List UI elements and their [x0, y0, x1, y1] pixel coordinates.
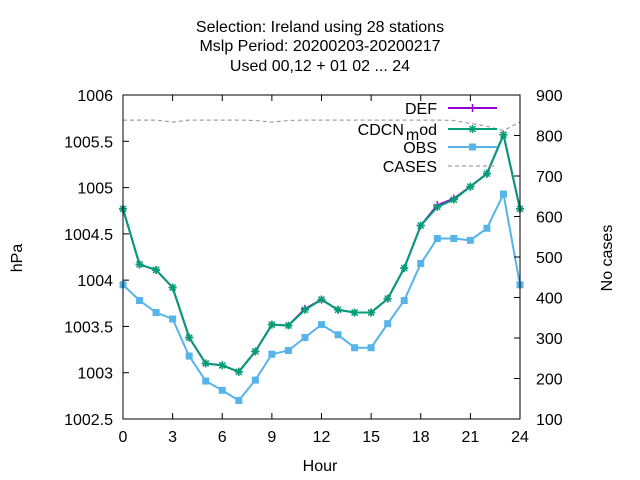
- y-tick-label: 1005.5: [64, 134, 113, 151]
- y-tick-label: 1006: [77, 88, 113, 105]
- legend-label-def: DEF: [405, 101, 437, 118]
- y2-tick-label: 800: [536, 129, 563, 146]
- legend-marker-cdcn-mod: [468, 125, 477, 133]
- data-point-obs: [251, 376, 259, 384]
- series-cdcn-mod: [119, 130, 524, 376]
- data-point-obs: [400, 297, 408, 305]
- y2-axis-label: No cases: [599, 225, 616, 292]
- x-tick-label: 18: [412, 429, 430, 446]
- data-point-obs: [235, 396, 243, 404]
- y2-tick-label: 900: [536, 88, 563, 105]
- series-line-def: [122, 131, 521, 373]
- data-point-obs: [284, 346, 292, 354]
- x-tick-label: 15: [362, 429, 380, 446]
- y-tick-label: 1005: [77, 181, 113, 198]
- y2-tick-label: 700: [536, 169, 563, 186]
- data-point-cdcn-mod: [152, 266, 160, 274]
- axes: 0 3 6 9 12 15 18 21 24 1006 1005.5 1005 1004.5 1004 10…: [64, 88, 563, 446]
- data-point-cdcn-mod: [218, 361, 226, 369]
- data-point-cdcn-mod: [384, 295, 392, 303]
- data-point-cdcn-mod: [499, 131, 507, 139]
- data-point-cdcn-mod: [417, 221, 425, 230]
- legend-label-obs: OBS: [403, 140, 437, 157]
- plot-border: [122, 94, 521, 420]
- data-point-obs: [136, 297, 144, 305]
- data-point-obs: [334, 331, 342, 339]
- data-point-cdcn-mod: [268, 321, 276, 329]
- data-point-obs: [169, 315, 177, 323]
- y2-tick-label: 300: [536, 331, 563, 348]
- title-line-2: Mslp Period: 20200203-20200217: [199, 38, 440, 55]
- data-point-obs: [433, 234, 441, 242]
- data-point-obs: [499, 190, 507, 198]
- y-axis-label: hPa: [9, 244, 26, 273]
- title-line-3: Used 00,12 + 01 02 ... 24: [230, 58, 410, 75]
- series-line-cdcn-mod: [122, 131, 521, 373]
- title-line-1: Selection: Ireland using 28 stations: [196, 19, 444, 36]
- chart-title: Selection: Ireland using 28 stations Msl…: [196, 19, 444, 75]
- y-tick-label: 1003: [77, 366, 113, 383]
- y2-tick-label: 400: [536, 291, 563, 308]
- data-point-obs: [417, 259, 425, 267]
- data-point-obs: [367, 344, 375, 352]
- y-tick-label: 1003.5: [64, 319, 113, 336]
- data-point-cdcn-mod: [450, 196, 458, 204]
- y-tick-label: 1002.5: [64, 412, 113, 429]
- data-point-cdcn-mod: [317, 296, 326, 304]
- data-point-cdcn-mod: [284, 321, 292, 330]
- x-tick-label: 3: [168, 429, 177, 446]
- y2-tick-label: 600: [536, 210, 563, 227]
- data-point-obs: [268, 350, 276, 358]
- data-point-cdcn-mod: [202, 359, 210, 367]
- x-tick-label: 24: [511, 429, 529, 446]
- data-point-obs: [466, 236, 474, 244]
- data-point-obs: [384, 320, 392, 328]
- data-point-cdcn-mod: [351, 309, 359, 317]
- series-cases: [123, 119, 521, 132]
- data-point-cdcn-mod: [433, 203, 441, 211]
- data-point-obs: [218, 386, 226, 394]
- legend-label-cdcn-mod: CDCN mod: [358, 122, 437, 144]
- data-point-cdcn-mod: [466, 183, 474, 191]
- data-point-cdcn-mod: [235, 368, 243, 376]
- y2-tick-label: 100: [536, 412, 563, 429]
- data-point-cdcn-mod: [367, 309, 375, 317]
- data-point-obs: [450, 234, 458, 242]
- y-tick-label: 1004.5: [64, 227, 113, 244]
- data-point-cdcn-mod: [169, 284, 177, 292]
- data-point-obs: [202, 377, 210, 385]
- data-point-cdcn-mod: [185, 334, 193, 342]
- data-point-obs: [185, 352, 193, 360]
- x-tick-label: 9: [267, 429, 276, 446]
- data-point-cdcn-mod: [301, 306, 309, 314]
- data-point-obs: [318, 321, 325, 329]
- x-tick-label: 0: [119, 429, 128, 446]
- series-layer: [119, 119, 524, 404]
- data-point-cdcn-mod: [400, 264, 408, 272]
- x-axis-label: Hour: [303, 458, 338, 475]
- x-tick-label: 12: [313, 429, 331, 446]
- data-point-cdcn-mod: [334, 306, 342, 314]
- data-point-obs: [351, 344, 359, 352]
- data-point-cdcn-mod: [251, 347, 259, 355]
- data-point-obs: [301, 334, 309, 342]
- legend-label-cases: CASES: [383, 159, 437, 176]
- data-point-obs: [152, 309, 160, 317]
- series-def: [119, 130, 524, 376]
- x-tick-label: 21: [461, 429, 479, 446]
- data-point-obs: [483, 224, 491, 232]
- data-point-cdcn-mod: [483, 170, 491, 178]
- y2-tick-label: 200: [536, 372, 563, 389]
- series-line-cases: [123, 119, 521, 132]
- x-tick-label: 6: [218, 429, 227, 446]
- y2-tick-label: 500: [536, 250, 563, 267]
- y-tick-label: 1004: [77, 273, 113, 290]
- data-point-cdcn-mod: [136, 260, 144, 268]
- legend-marker-obs: [469, 143, 476, 151]
